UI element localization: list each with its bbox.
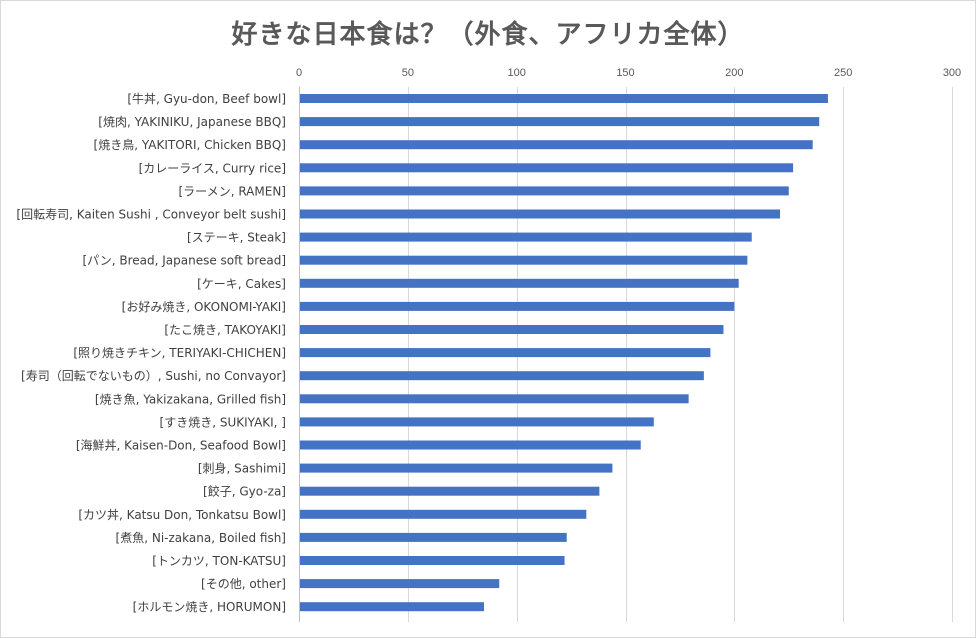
x-tick-label: 200 bbox=[725, 67, 743, 79]
category-label-3: [焼き鳥, YAKITORI, Chicken BBQ] bbox=[94, 137, 286, 152]
bar-15 bbox=[300, 417, 654, 427]
category-label-5: [ラーメン, RAMEN] bbox=[179, 184, 287, 198]
category-label-23: [ホルモン焼き, HORUMON] bbox=[133, 600, 286, 614]
bar-18 bbox=[300, 486, 600, 496]
bar-4 bbox=[300, 163, 794, 173]
category-label-9: [ケーキ, Cakes] bbox=[197, 277, 286, 291]
bar-1 bbox=[300, 94, 828, 103]
x-tick-label: 50 bbox=[402, 67, 414, 79]
category-label-21: [トンカツ, TON-KATSU] bbox=[152, 554, 286, 568]
category-label-13: [寿司（回転でないもの）, Sushi, no Convayor] bbox=[21, 369, 286, 383]
x-tick-label: 100 bbox=[507, 67, 525, 79]
bars bbox=[300, 94, 828, 612]
bar-23 bbox=[300, 602, 485, 612]
bar-6 bbox=[300, 209, 781, 219]
category-label-19: [カツ丼, Katsu Don, Tonkatsu Bowl] bbox=[78, 508, 286, 522]
bar-8 bbox=[300, 255, 748, 265]
bar-3 bbox=[300, 140, 813, 150]
bar-2 bbox=[300, 117, 820, 127]
bar-14 bbox=[300, 394, 689, 404]
bar-20 bbox=[300, 532, 567, 542]
bar-19 bbox=[300, 509, 587, 519]
bar-9 bbox=[300, 278, 739, 288]
category-labels: [牛丼, Gyu-don, Beef bowl] [焼肉, YAKINIKU, J… bbox=[16, 91, 286, 614]
x-tick-label: 300 bbox=[943, 67, 961, 79]
category-label-14: [焼き魚, Yakizakana, Grilled fish] bbox=[95, 392, 286, 406]
category-label-1: [牛丼, Gyu-don, Beef bowl] bbox=[127, 91, 286, 106]
bar-22 bbox=[300, 579, 500, 589]
bar-17 bbox=[300, 463, 613, 473]
bar-12 bbox=[300, 348, 711, 358]
category-label-7: [ステーキ, Steak] bbox=[187, 231, 286, 245]
category-label-18: [餃子, Gyo-za] bbox=[203, 484, 286, 499]
bar-21 bbox=[300, 556, 565, 565]
chart-title: 好きな日本食は？（外食、アフリカ全体） bbox=[231, 20, 745, 50]
bar-16 bbox=[300, 440, 641, 450]
category-label-20: [煮魚, Ni-zakana, Boiled fish] bbox=[116, 531, 286, 545]
x-tick-label: 0 bbox=[296, 67, 302, 79]
category-label-22: [その他, other] bbox=[201, 577, 286, 591]
category-label-15: [すき焼き, SUKIYAKI, ] bbox=[160, 415, 286, 429]
category-label-12: [照り焼きチキン, TERIYAKI-CHICHEN] bbox=[73, 346, 286, 360]
category-label-17: [刺身, Sashimi] bbox=[198, 461, 286, 476]
x-tick-label: 250 bbox=[834, 67, 852, 79]
x-tick-label: 150 bbox=[616, 67, 634, 79]
bar-5 bbox=[300, 186, 789, 196]
category-label-4: [カレーライス, Curry rice] bbox=[139, 161, 286, 175]
category-label-8: [パン, Bread, Japanese soft bread] bbox=[82, 254, 286, 268]
bar-11 bbox=[300, 325, 724, 334]
x-axis-ticks: 0 50 100 150 200 250 300 bbox=[296, 67, 961, 79]
category-label-6: [回転寿司, Kaiten Sushi , Conveyor belt sush… bbox=[16, 208, 286, 222]
bar-13 bbox=[300, 371, 704, 381]
bar-7 bbox=[300, 232, 752, 242]
category-label-10: [お好み焼き, OKONOMI-YAKI] bbox=[122, 300, 286, 314]
category-label-16: [海鮮丼, Kaisen-Don, Seafood Bowl] bbox=[76, 438, 286, 453]
category-label-11: [たこ焼き, TAKOYAKI] bbox=[164, 323, 286, 337]
category-label-2: [焼肉, YAKINIKU, Japanese BBQ] bbox=[98, 115, 286, 129]
bar-10 bbox=[300, 301, 735, 311]
